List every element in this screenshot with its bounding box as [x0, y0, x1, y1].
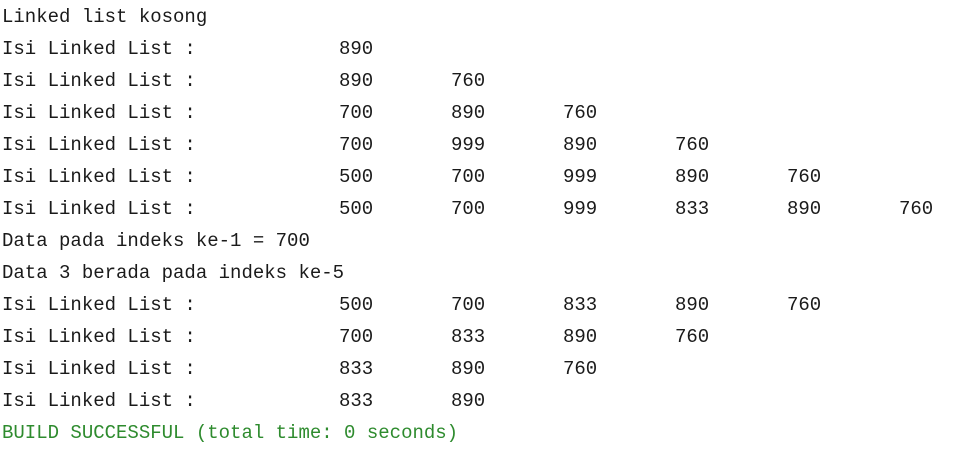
list-value: 833 — [339, 390, 374, 412]
list-value: 890 — [787, 198, 822, 220]
list-label: Isi Linked List : — [2, 198, 196, 220]
build-status-line: BUILD SUCCESSFUL (total time: 0 seconds) — [2, 417, 958, 449]
console-line: Linked list kosong — [2, 1, 958, 33]
list-value: 890 — [675, 294, 710, 316]
list-output-line: Isi Linked List : 890 760 — [2, 65, 958, 97]
list-value: 890 — [563, 134, 598, 156]
list-output-line: Isi Linked List : 500 700 999 890 760 — [2, 161, 958, 193]
list-value: 500 — [339, 294, 374, 316]
list-value: 700 — [451, 166, 486, 188]
list-value: 833 — [451, 326, 486, 348]
list-value: 999 — [451, 134, 486, 156]
list-output-line: Isi Linked List : 700 890 760 — [2, 97, 958, 129]
list-value: 760 — [563, 358, 598, 380]
list-value: 760 — [563, 102, 598, 124]
list-value: 760 — [899, 198, 934, 220]
list-value: 760 — [787, 166, 822, 188]
message-text: Data pada indeks ke-1 = 700 — [2, 230, 310, 252]
list-value: 890 — [339, 38, 374, 60]
list-label: Isi Linked List : — [2, 102, 196, 124]
list-output-line: Isi Linked List : 890 — [2, 33, 958, 65]
list-value: 999 — [563, 166, 598, 188]
list-value: 890 — [563, 326, 598, 348]
list-value: 500 — [339, 166, 374, 188]
list-label: Isi Linked List : — [2, 70, 196, 92]
list-value: 760 — [451, 70, 486, 92]
list-value: 500 — [339, 198, 374, 220]
list-label: Isi Linked List : — [2, 166, 196, 188]
list-output-line: Isi Linked List : 700 999 890 760 — [2, 129, 958, 161]
list-value: 760 — [675, 134, 710, 156]
list-value: 760 — [675, 326, 710, 348]
list-value: 890 — [451, 390, 486, 412]
list-value: 700 — [339, 134, 374, 156]
message-text: Data 3 berada pada indeks ke-5 — [2, 262, 345, 284]
list-value: 833 — [675, 198, 710, 220]
list-value: 700 — [451, 198, 486, 220]
list-value: 890 — [451, 358, 486, 380]
list-value: 700 — [451, 294, 486, 316]
list-label: Isi Linked List : — [2, 390, 196, 412]
console-line: Data pada indeks ke-1 = 700 — [2, 225, 958, 257]
list-label: Isi Linked List : — [2, 294, 196, 316]
list-value: 700 — [339, 326, 374, 348]
list-value: 890 — [675, 166, 710, 188]
list-label: Isi Linked List : — [2, 326, 196, 348]
list-value: 890 — [451, 102, 486, 124]
message-text: Linked list kosong — [2, 6, 208, 28]
list-output-line: Isi Linked List : 833 890 760 — [2, 353, 958, 385]
list-value: 999 — [563, 198, 598, 220]
list-label: Isi Linked List : — [2, 134, 196, 156]
build-status-text: BUILD SUCCESSFUL (total time: 0 seconds) — [2, 422, 459, 444]
list-value: 890 — [339, 70, 374, 92]
list-label: Isi Linked List : — [2, 358, 196, 380]
list-value: 833 — [339, 358, 374, 380]
list-value: 700 — [339, 102, 374, 124]
list-output-line: Isi Linked List : 700 833 890 760 — [2, 321, 958, 353]
list-output-line: Isi Linked List : 500 700 833 890 760 — [2, 289, 958, 321]
console-line: Data 3 berada pada indeks ke-5 — [2, 257, 958, 289]
list-output-line: Isi Linked List : 833 890 — [2, 385, 958, 417]
list-label: Isi Linked List : — [2, 38, 196, 60]
list-value: 760 — [787, 294, 822, 316]
list-value: 833 — [563, 294, 598, 316]
list-output-line: Isi Linked List : 500 700 999 833 890 760 — [2, 193, 958, 225]
